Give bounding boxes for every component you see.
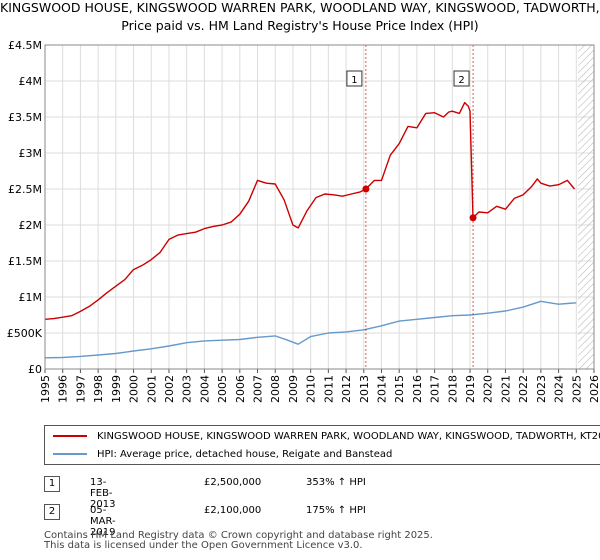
y-tick-label: £3.5M bbox=[8, 111, 42, 124]
sale-point bbox=[362, 185, 370, 193]
x-tick-label: 2008 bbox=[269, 375, 282, 403]
chart-subtitle: Price paid vs. HM Land Registry's House … bbox=[121, 18, 479, 33]
hpi-line bbox=[44, 300, 577, 359]
x-tick-label: 2020 bbox=[482, 375, 495, 403]
y-tick-label: £2.5M bbox=[8, 183, 42, 196]
sale-price: £2,100,000 bbox=[204, 505, 262, 516]
x-tick-label: 1999 bbox=[110, 375, 123, 403]
x-tick-label: 2009 bbox=[287, 375, 300, 403]
x-tick-label: 2023 bbox=[535, 375, 548, 403]
chart-legend: KINGSWOOD HOUSE, KINGSWOOD WARREN PARK, … bbox=[44, 425, 600, 465]
sale-price: £2,500,000 bbox=[204, 477, 262, 488]
forecast-hatch bbox=[578, 45, 594, 369]
x-tick-label: 2024 bbox=[553, 375, 566, 403]
sale-point bbox=[469, 214, 477, 222]
y-tick-label: £1M bbox=[19, 291, 43, 304]
y-tick-label: £500K bbox=[7, 327, 43, 340]
footer-attribution: Contains HM Land Registry data © Crown c… bbox=[44, 531, 433, 551]
y-tick-label: £0 bbox=[28, 363, 42, 376]
sale-marker-label: 2 bbox=[458, 75, 464, 86]
x-tick-label: 2006 bbox=[234, 375, 247, 403]
sale-hpi-change: 353% ↑ HPI bbox=[306, 477, 366, 488]
footer-licence: This data is licensed under the Open Gov… bbox=[44, 540, 363, 551]
x-tick-label: 2005 bbox=[216, 375, 229, 403]
x-tick-label: 2001 bbox=[145, 375, 158, 403]
x-tick-label: 1997 bbox=[74, 375, 87, 403]
x-tick-label: 2011 bbox=[322, 375, 335, 403]
x-tick-label: 2007 bbox=[252, 375, 265, 403]
x-tick-label: 2000 bbox=[128, 375, 141, 403]
x-tick-label: 2021 bbox=[499, 375, 512, 403]
x-tick-label: 1995 bbox=[39, 375, 52, 403]
x-tick-label: 2022 bbox=[517, 375, 530, 403]
sale-marker-box bbox=[453, 70, 470, 87]
x-tick-label: 2012 bbox=[340, 375, 353, 403]
legend-property-label: KINGSWOOD HOUSE, KINGSWOOD WARREN PARK, … bbox=[97, 430, 600, 442]
x-tick-label: 2015 bbox=[393, 375, 406, 403]
y-tick-label: £1.5M bbox=[8, 255, 42, 268]
sale-date: 13-FEB-2013 bbox=[90, 477, 116, 510]
sale-date: 05-MAR-2019 bbox=[90, 505, 116, 538]
plot-area bbox=[45, 45, 594, 369]
x-tick-label: 1998 bbox=[92, 375, 105, 403]
plot-border bbox=[44, 44, 595, 370]
sale-marker-badge: 2 bbox=[44, 504, 60, 520]
y-tick-label: £4M bbox=[19, 75, 43, 88]
x-tick-label: 2018 bbox=[446, 375, 459, 403]
sale-marker-label: 1 bbox=[351, 75, 357, 86]
x-tick-label: 2013 bbox=[358, 375, 371, 403]
x-tick-label: 2004 bbox=[198, 375, 211, 403]
legend-hpi-label: HPI: Average price, detached house, Reig… bbox=[97, 448, 393, 460]
x-tick-label: 2010 bbox=[305, 375, 318, 403]
x-tick-label: 2017 bbox=[429, 375, 442, 403]
x-tick-label: 2003 bbox=[181, 375, 194, 403]
property-price-line bbox=[44, 101, 576, 320]
y-tick-label: £2M bbox=[19, 219, 43, 232]
property-line-swatch bbox=[53, 435, 87, 437]
x-tick-label: 2019 bbox=[464, 375, 477, 403]
sale-hpi-change: 175% ↑ HPI bbox=[306, 505, 366, 516]
legend-item-property: KINGSWOOD HOUSE, KINGSWOOD WARREN PARK, … bbox=[53, 427, 600, 445]
sale-marker-badge: 1 bbox=[44, 476, 60, 492]
x-tick-label: 2016 bbox=[411, 375, 424, 403]
x-tick-label: 2014 bbox=[375, 375, 388, 403]
price-chart: 1 2 £0 £500K £1M £1.5M £2M £2.5M £3M £3.5M £4M £4.… bbox=[7, 39, 600, 403]
hpi-line-swatch bbox=[53, 453, 87, 455]
legend-item-hpi: HPI: Average price, detached house, Reig… bbox=[53, 445, 392, 463]
y-tick-label: £3M bbox=[19, 147, 43, 160]
sale-marker-box bbox=[346, 70, 363, 87]
x-tick-label: 2025 bbox=[570, 375, 583, 403]
y-tick-label: £4.5M bbox=[8, 39, 42, 52]
footer-copyright: Contains HM Land Registry data © Crown c… bbox=[44, 530, 433, 541]
chart-title: KINGSWOOD HOUSE, KINGSWOOD WARREN PARK, … bbox=[0, 0, 600, 15]
x-tick-label: 2026 bbox=[588, 375, 600, 403]
x-tick-label: 2002 bbox=[163, 375, 176, 403]
x-tick-label: 1996 bbox=[57, 375, 70, 403]
